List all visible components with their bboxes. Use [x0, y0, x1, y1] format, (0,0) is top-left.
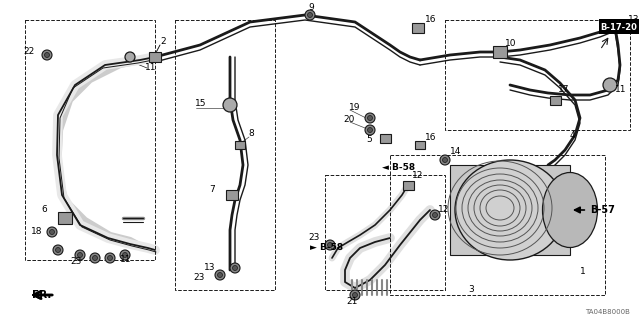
- Bar: [550, 96, 561, 105]
- Circle shape: [353, 293, 358, 298]
- Text: 11: 11: [120, 256, 131, 264]
- Text: 22: 22: [24, 48, 35, 56]
- Text: 13: 13: [204, 263, 215, 272]
- Text: FR.: FR.: [32, 290, 51, 300]
- Circle shape: [125, 52, 135, 62]
- Circle shape: [56, 248, 61, 253]
- Text: 7: 7: [209, 186, 215, 195]
- Bar: [380, 134, 391, 143]
- Circle shape: [218, 272, 223, 278]
- Circle shape: [365, 125, 375, 135]
- Text: 12: 12: [412, 170, 424, 180]
- Circle shape: [442, 158, 447, 162]
- Text: 16: 16: [425, 133, 436, 143]
- Text: 23: 23: [308, 234, 320, 242]
- Circle shape: [77, 253, 83, 257]
- Circle shape: [47, 227, 57, 237]
- Circle shape: [307, 12, 312, 18]
- Circle shape: [223, 98, 237, 112]
- Text: ► B-58: ► B-58: [310, 243, 343, 253]
- Bar: [149, 52, 161, 62]
- Text: 6: 6: [41, 205, 47, 214]
- FancyBboxPatch shape: [599, 19, 639, 34]
- Text: TA04B8000B: TA04B8000B: [585, 309, 630, 315]
- Text: 14: 14: [450, 147, 461, 157]
- Text: 4: 4: [570, 130, 575, 139]
- Text: 19: 19: [349, 103, 360, 113]
- Text: B-17-20: B-17-20: [600, 23, 637, 32]
- Text: 23: 23: [70, 257, 81, 266]
- Circle shape: [49, 229, 54, 234]
- Text: 23: 23: [194, 273, 205, 283]
- Text: 18: 18: [31, 227, 42, 236]
- Circle shape: [105, 253, 115, 263]
- Circle shape: [53, 245, 63, 255]
- Circle shape: [603, 78, 617, 92]
- Circle shape: [122, 253, 127, 257]
- Bar: [390, 155, 605, 295]
- Circle shape: [305, 10, 315, 20]
- Text: ◄ B-58: ◄ B-58: [382, 164, 415, 173]
- Bar: [25, 20, 155, 260]
- Bar: [235, 141, 245, 149]
- Circle shape: [617, 22, 627, 32]
- Bar: [412, 23, 424, 33]
- Text: 20: 20: [344, 115, 355, 124]
- Bar: [493, 46, 507, 58]
- Text: 9: 9: [308, 4, 314, 12]
- Circle shape: [350, 290, 360, 300]
- Ellipse shape: [543, 173, 598, 248]
- Text: 16: 16: [425, 16, 436, 25]
- Circle shape: [93, 256, 97, 261]
- Circle shape: [367, 128, 372, 132]
- Circle shape: [108, 256, 113, 261]
- Bar: [403, 181, 414, 190]
- Circle shape: [42, 50, 52, 60]
- Text: 1: 1: [580, 268, 586, 277]
- Bar: [226, 190, 238, 200]
- Circle shape: [365, 113, 375, 123]
- Bar: [415, 141, 425, 149]
- Text: 12: 12: [438, 205, 449, 214]
- Circle shape: [325, 240, 335, 250]
- Text: 5: 5: [366, 136, 372, 145]
- Text: 13: 13: [628, 16, 639, 25]
- Text: 11: 11: [145, 63, 157, 72]
- Bar: [445, 20, 630, 130]
- Text: 17: 17: [558, 85, 570, 94]
- Text: 21: 21: [347, 298, 358, 307]
- Ellipse shape: [455, 160, 565, 260]
- Circle shape: [440, 155, 450, 165]
- Circle shape: [620, 25, 625, 29]
- Bar: [450, 165, 570, 255]
- Circle shape: [75, 250, 85, 260]
- Circle shape: [433, 212, 438, 218]
- Text: 3: 3: [468, 286, 474, 294]
- Bar: [58, 212, 72, 224]
- Circle shape: [90, 253, 100, 263]
- Circle shape: [120, 250, 130, 260]
- Circle shape: [230, 263, 240, 273]
- Text: 10: 10: [505, 39, 516, 48]
- Text: 8: 8: [248, 129, 253, 137]
- Text: 2: 2: [160, 38, 166, 47]
- Text: 15: 15: [195, 99, 207, 108]
- Bar: [175, 20, 275, 290]
- Text: B-57: B-57: [575, 205, 615, 215]
- Bar: [325, 175, 445, 290]
- Circle shape: [215, 270, 225, 280]
- Text: 11: 11: [615, 85, 627, 94]
- Circle shape: [45, 53, 49, 57]
- Circle shape: [328, 242, 333, 248]
- Circle shape: [367, 115, 372, 121]
- Circle shape: [430, 210, 440, 220]
- Circle shape: [232, 265, 237, 271]
